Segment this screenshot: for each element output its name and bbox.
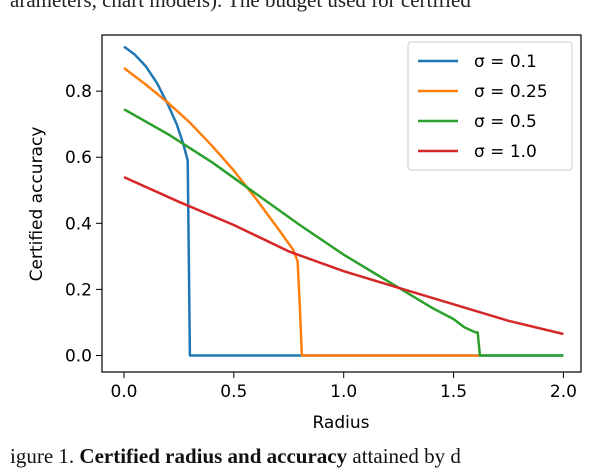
legend-label-4: σ = 1.0 bbox=[474, 142, 537, 162]
caption-prefix: igure 1. bbox=[10, 444, 80, 468]
series-line-2 bbox=[123, 67, 480, 357]
x-tick-label: 0.0 bbox=[110, 382, 137, 402]
x-axis-label: Radius bbox=[312, 413, 369, 433]
legend-label-1: σ = 0.1 bbox=[474, 52, 537, 72]
legend-items: σ = 0.1 σ = 0.25 σ = 0.5 σ = 1.0 bbox=[418, 52, 548, 162]
series-line-4 bbox=[123, 175, 564, 336]
y-tick-label: 0.8 bbox=[65, 82, 92, 102]
x-tick-label: 1.0 bbox=[330, 382, 357, 402]
legend-label-2: σ = 0.25 bbox=[474, 82, 548, 102]
chart: 0.0 0.5 1.0 1.5 2.0 0.0 0.2 0.4 0.6 0.8 Radius Ce… bbox=[27, 34, 582, 433]
series-line-1 bbox=[123, 45, 564, 357]
y-tick-label: 0.0 bbox=[65, 346, 92, 366]
x-tick-label: 0.5 bbox=[220, 382, 247, 402]
caption-top-fragment: arameters, chart models). The budget use… bbox=[10, 0, 471, 12]
figure-caption-fragment: igure 1. Certified radius and accuracy a… bbox=[10, 444, 461, 469]
legend: σ = 0.1 σ = 0.25 σ = 0.5 σ = 1.0 bbox=[407, 41, 573, 171]
legend-label-3: σ = 0.5 bbox=[474, 112, 537, 132]
y-tick-label: 0.6 bbox=[65, 148, 92, 168]
caption-suffix: attained by d bbox=[347, 444, 461, 468]
plot-frame bbox=[101, 34, 582, 373]
legend-box bbox=[407, 41, 573, 171]
y-axis-label: Certified accuracy bbox=[27, 127, 47, 282]
y-tick-label: 0.4 bbox=[65, 214, 92, 234]
axis-ticks: 0.0 0.5 1.0 1.5 2.0 0.0 0.2 0.4 0.6 0.8 bbox=[65, 82, 577, 402]
series-lines bbox=[123, 45, 564, 357]
x-tick-label: 2.0 bbox=[550, 382, 577, 402]
series-line-3 bbox=[123, 108, 564, 357]
caption-bold: Certified radius and accuracy bbox=[79, 444, 348, 468]
y-tick-label: 0.2 bbox=[65, 280, 92, 300]
x-tick-label: 1.5 bbox=[440, 382, 467, 402]
